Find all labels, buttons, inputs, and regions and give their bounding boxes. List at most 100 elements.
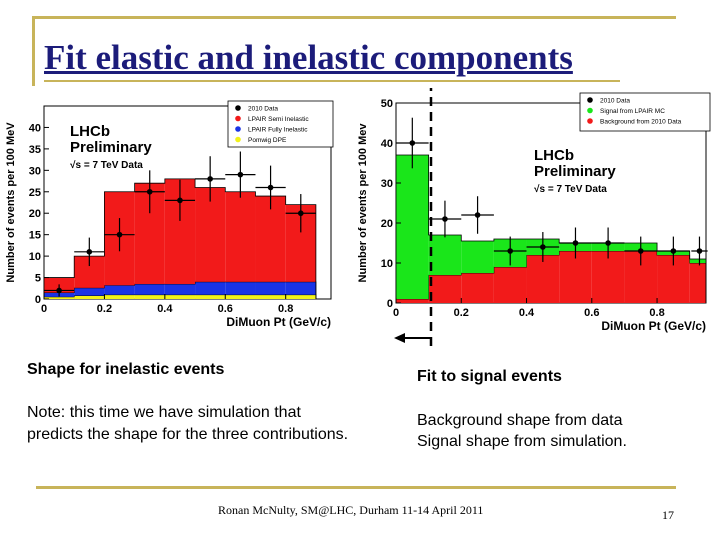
y-tick-label: 15 bbox=[29, 230, 41, 242]
inelastic-shape-chart: 0 0.2 0.4 0.6 0.8 0 5 10 15 20 25 30 35 40 DiMuon Pt (… bbox=[5, 100, 334, 329]
histogram-bar bbox=[255, 294, 286, 299]
data-point bbox=[267, 184, 274, 191]
data-point bbox=[207, 176, 213, 182]
x-tick-label: 0.6 bbox=[218, 303, 233, 315]
data-point bbox=[696, 248, 703, 254]
y-axis-label: Number of events per 100 Mev bbox=[357, 123, 369, 283]
histogram-bar bbox=[225, 191, 256, 282]
y-tick-label: 40 bbox=[29, 122, 41, 134]
annotation-preliminary: Preliminary bbox=[70, 139, 152, 156]
histogram-bar bbox=[285, 281, 316, 295]
x-axis-label: DiMuon Pt (GeV/c) bbox=[601, 319, 706, 333]
x-axis-label: DiMuon Pt (GeV/c) bbox=[226, 315, 331, 329]
histogram-bar bbox=[428, 275, 462, 303]
slide-title: Fit elastic and inelastic components bbox=[44, 38, 573, 77]
y-tick-label: 0 bbox=[387, 298, 393, 310]
x-tick-label: 0.6 bbox=[584, 307, 599, 319]
right-note-2: Signal shape from simulation. bbox=[417, 433, 627, 450]
x-tick-label: 0 bbox=[41, 303, 47, 315]
annotation-preliminary: Preliminary bbox=[534, 163, 616, 180]
data-point bbox=[540, 244, 546, 250]
top-rule bbox=[32, 16, 676, 19]
annotation-energy: √s = 7 TeV Data bbox=[534, 184, 607, 195]
histogram-bar bbox=[164, 294, 196, 299]
data-point bbox=[177, 197, 183, 204]
histogram-bar bbox=[396, 299, 429, 303]
legend-entry: LPAIR Semi Inelastic bbox=[248, 116, 309, 123]
histogram-bar bbox=[74, 287, 105, 296]
page-number: 17 bbox=[662, 508, 674, 522]
y-tick-label: 20 bbox=[29, 208, 41, 220]
histogram-bar bbox=[526, 255, 560, 303]
legend-entry: 2010 Data bbox=[600, 98, 630, 105]
histogram-bar bbox=[285, 294, 316, 299]
signal-fit-chart: 0 0.2 0.4 0.6 0.8 0 10 20 30 40 50 DiMuon Pt (GeV/c… bbox=[357, 88, 711, 348]
x-tick-label: 0.2 bbox=[454, 307, 469, 319]
data-point bbox=[297, 210, 304, 217]
legend-marker bbox=[587, 118, 593, 124]
y-tick-label: 30 bbox=[29, 165, 41, 177]
series-outline bbox=[43, 178, 317, 299]
histogram-bar bbox=[195, 294, 226, 299]
data-point bbox=[474, 212, 481, 218]
x-tick-label: 0.8 bbox=[278, 303, 293, 315]
annotation-lhcb: LHCb bbox=[70, 123, 110, 140]
footer-rule bbox=[36, 486, 676, 489]
x-tick-label: 0.4 bbox=[519, 307, 535, 319]
data-point bbox=[116, 231, 123, 238]
histogram-bar bbox=[461, 241, 494, 273]
x-tick-label: 0 bbox=[393, 307, 399, 319]
legend-box bbox=[579, 92, 711, 132]
histogram-bar bbox=[689, 263, 706, 303]
y-tick-label: 35 bbox=[29, 144, 41, 156]
histogram-bar bbox=[255, 196, 286, 282]
y-tick-label: 5 bbox=[35, 273, 41, 285]
data-point bbox=[146, 188, 153, 195]
y-tick-label: 30 bbox=[381, 178, 393, 190]
x-tick-label: 0.4 bbox=[157, 303, 173, 315]
annotation-energy: √s = 7 TeV Data bbox=[70, 160, 143, 171]
legend-marker bbox=[587, 107, 593, 114]
data-point bbox=[86, 249, 93, 255]
histogram-bar bbox=[559, 251, 592, 303]
legend-entry: Signal from LPAIR MC bbox=[600, 108, 665, 115]
x-tick-label: 0.8 bbox=[649, 307, 664, 319]
histogram-bar bbox=[195, 187, 226, 282]
y-tick-label: 40 bbox=[381, 138, 393, 150]
legend-marker bbox=[235, 136, 241, 143]
histogram-bar bbox=[461, 273, 494, 303]
histogram-bar bbox=[493, 267, 527, 303]
x-tick-label: 0.2 bbox=[97, 303, 112, 315]
histogram-bar bbox=[689, 259, 706, 263]
left-caption: Shape for inelastic events bbox=[27, 361, 225, 378]
footer-text: Ronan McNulty, SM@LHC, Durham 11-14 Apri… bbox=[218, 503, 484, 517]
y-tick-label: 20 bbox=[381, 218, 393, 230]
histogram-bar bbox=[225, 281, 256, 295]
data-point bbox=[442, 216, 448, 222]
data-point bbox=[56, 287, 62, 294]
y-tick-label: 10 bbox=[29, 251, 41, 263]
arrow-left-icon bbox=[394, 333, 405, 343]
data-point bbox=[409, 140, 416, 146]
y-tick-label: 0 bbox=[35, 294, 41, 306]
data-point bbox=[605, 240, 611, 246]
histogram-bar bbox=[195, 281, 226, 295]
histogram-bar bbox=[591, 251, 625, 303]
legend-marker bbox=[235, 126, 241, 132]
left-rule bbox=[32, 16, 35, 86]
histogram-bar bbox=[225, 294, 256, 299]
histogram-bar bbox=[255, 281, 286, 295]
right-caption: Fit to signal events bbox=[417, 368, 562, 385]
left-note: Note: this time we have simulation that … bbox=[27, 404, 349, 443]
histogram-bar bbox=[396, 155, 429, 299]
data-point bbox=[670, 248, 677, 254]
data-point bbox=[237, 171, 244, 178]
histogram-bar bbox=[104, 294, 135, 299]
y-tick-label: 25 bbox=[29, 187, 41, 199]
histogram-bar bbox=[134, 294, 165, 299]
histogram-bar bbox=[428, 235, 462, 275]
histogram-bar bbox=[164, 283, 196, 295]
histogram-bar bbox=[74, 295, 105, 299]
legend-entry: Background from 2010 Data bbox=[600, 119, 682, 126]
histogram-bar bbox=[44, 296, 75, 299]
